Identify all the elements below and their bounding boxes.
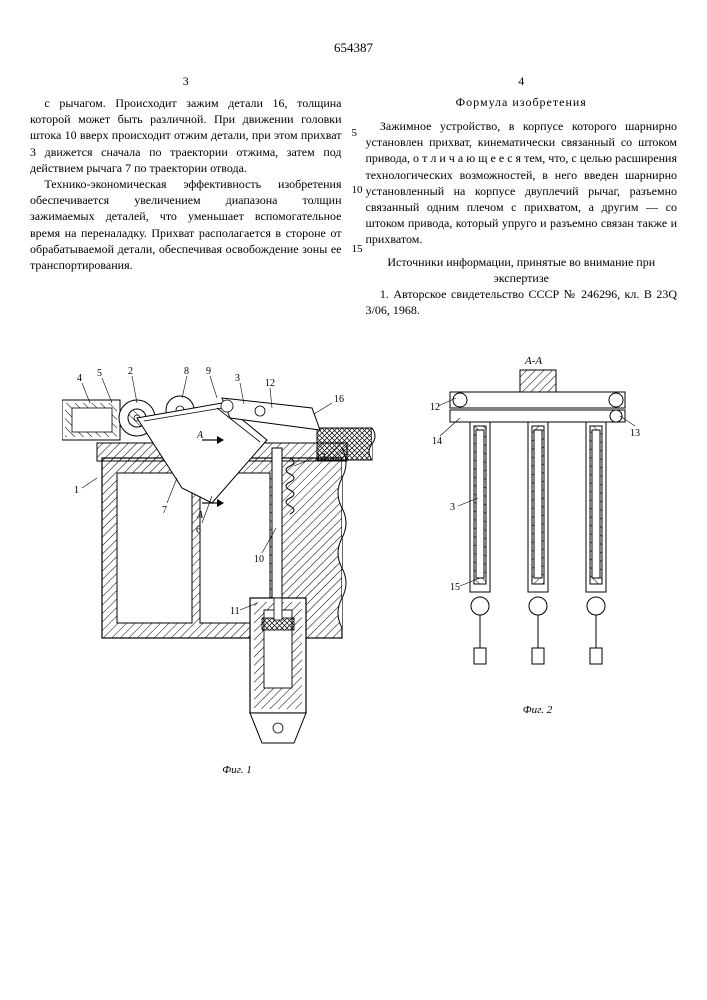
col-number-left: 3 <box>30 74 342 89</box>
svg-text:14: 14 <box>432 436 442 447</box>
svg-text:6: 6 <box>196 525 201 536</box>
figure-2-svg: А-А <box>430 348 645 698</box>
left-para-1: с рычагом. Происходит зажим детали 16, т… <box>30 95 342 176</box>
svg-text:2: 2 <box>128 366 133 377</box>
right-para-1: Зажимное устройство, в корпусе которого … <box>366 118 678 248</box>
left-body: с рычагом. Происходит зажим детали 16, т… <box>30 95 342 273</box>
svg-text:3: 3 <box>450 502 455 513</box>
sources-title: Источники информации, принятые во вниман… <box>366 254 678 286</box>
figure-2: А-А <box>430 348 645 716</box>
svg-text:12: 12 <box>265 378 275 389</box>
svg-text:5: 5 <box>97 368 102 379</box>
section-label: А-А <box>524 355 542 367</box>
svg-text:11: 11 <box>230 606 240 617</box>
figure-1: А А 4 5 2 8 9 3 12 <box>62 348 412 776</box>
line-ref-10: 10 <box>352 183 363 198</box>
svg-text:15: 15 <box>450 582 460 593</box>
sources-item: 1. Авторское свидетельство СССР № 246296… <box>366 286 678 318</box>
svg-text:А: А <box>196 430 204 441</box>
svg-text:16: 16 <box>334 394 344 405</box>
figure-1-svg: А А 4 5 2 8 9 3 12 <box>62 348 412 758</box>
svg-text:12: 12 <box>430 402 440 413</box>
document-number: 654387 <box>30 40 677 56</box>
left-column: 3 с рычагом. Происходит зажим детали 16,… <box>30 74 342 318</box>
col-number-right: 4 <box>366 74 678 89</box>
svg-text:4: 4 <box>77 373 82 384</box>
svg-text:7: 7 <box>162 505 167 516</box>
line-ref-15: 15 <box>352 242 363 257</box>
formula-title: Формула изобретения <box>366 95 678 110</box>
svg-text:3: 3 <box>235 373 240 384</box>
text-columns: 3 с рычагом. Происходит зажим детали 16,… <box>30 74 677 318</box>
svg-text:10: 10 <box>254 554 264 565</box>
figures-row: А А 4 5 2 8 9 3 12 <box>30 348 677 776</box>
svg-text:13: 13 <box>630 428 640 439</box>
svg-text:А: А <box>196 510 204 521</box>
figure-2-caption: Фиг. 2 <box>430 704 645 716</box>
svg-text:8: 8 <box>184 366 189 377</box>
left-para-2: Технико-экономическая эффективность изоб… <box>30 176 342 273</box>
right-body: Зажимное устройство, в корпусе которого … <box>366 118 678 318</box>
svg-text:9: 9 <box>206 366 211 377</box>
figure-1-caption: Фиг. 1 <box>62 764 412 776</box>
svg-text:13: 13 <box>316 452 326 463</box>
right-column: 5 10 15 4 Формула изобретения Зажимное у… <box>366 74 678 318</box>
line-ref-5: 5 <box>352 126 358 141</box>
svg-text:1: 1 <box>74 485 79 496</box>
